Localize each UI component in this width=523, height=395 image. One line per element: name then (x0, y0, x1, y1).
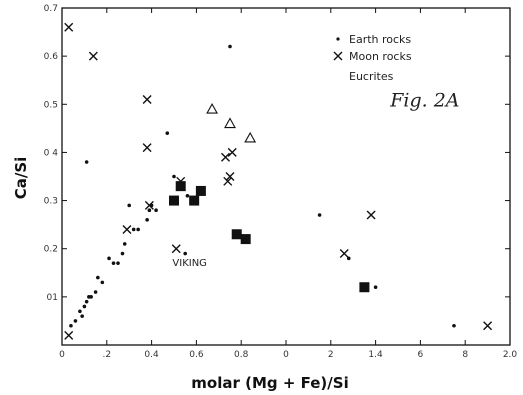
x-tick-label: 0.6 (189, 350, 204, 360)
data-point-earth-rocks (80, 314, 84, 318)
data-point-moon-rocks (144, 200, 154, 210)
legend: Earth rocks Moon rocks Eucrites (333, 33, 412, 83)
data-point-moon-rocks (64, 22, 74, 32)
legend-label-earth-rocks: Earth rocks (349, 33, 411, 46)
data-point-earth-rocks (78, 309, 82, 314)
data-point-earth-rocks (120, 251, 125, 256)
data-point-moon-rocks (221, 152, 231, 162)
y-axis-label: Ca/Si (12, 157, 30, 200)
x-tick-label: .2 (103, 350, 112, 360)
y-tick-label: 0.5 (44, 100, 58, 110)
legend-label-eucrites: Eucrites (349, 70, 394, 83)
data-point-earth-rocks (131, 227, 136, 232)
data-point-earth-rocks (145, 218, 149, 222)
y-tick-label: 0.7 (44, 4, 58, 14)
data-point-squares (231, 229, 242, 240)
data-point-squares (189, 195, 200, 206)
data-point-earth-rocks (96, 275, 100, 280)
data-point-moon-rocks (142, 94, 152, 104)
data-point-moon-rocks (142, 143, 152, 153)
data-point-eucrites (224, 117, 236, 129)
x-axis-label: molar (Mg + Fe)/Si (191, 374, 348, 392)
data-point-earth-rocks (122, 242, 127, 246)
data-point-moon-rocks (483, 321, 493, 331)
x-tick-label: 0 (283, 350, 289, 360)
data-point-earth-rocks (84, 160, 89, 164)
legend-marker-moon-rocks (333, 51, 343, 61)
x-tick-label: 6 (418, 350, 424, 360)
y-tick-label: 0.2 (44, 245, 58, 255)
figure-annotation: Fig. 2A (389, 90, 459, 112)
y-tick-label: 0 4 (44, 148, 59, 158)
data-point-earth-rocks (127, 203, 131, 208)
legend-label-moon-rocks: Moon rocks (349, 50, 412, 63)
data-point-earth-rocks (82, 304, 87, 309)
x-tick-label: 1.4 (368, 350, 383, 360)
plot-frame (61, 7, 511, 346)
data-point-moon-rocks (64, 330, 74, 340)
data-point-eucrites (206, 102, 219, 114)
data-point-moon-rocks (122, 224, 132, 234)
data-point-moon-rocks (171, 244, 181, 254)
y-tick-label: 0.3 (44, 197, 58, 207)
data-point-squares (169, 195, 179, 206)
y-tick-label: 0.6 (44, 52, 59, 62)
data-point-squares (175, 181, 186, 192)
data-point-earth-rocks (69, 323, 73, 328)
data-point-earth-rocks (154, 208, 158, 212)
data-point-earth-rocks (183, 251, 187, 256)
data-point-earth-rocks (116, 261, 120, 265)
x-tick-label: 2 (328, 350, 334, 360)
data-point-squares (195, 185, 206, 196)
data-point-earth-rocks (185, 193, 190, 198)
data-point-earth-rocks (136, 227, 140, 232)
data-point-earth-rocks (373, 285, 378, 290)
data-point-moon-rocks (366, 210, 376, 220)
x-tick-label: 8 (462, 350, 468, 360)
data-point-moon-rocks (223, 176, 233, 186)
data-point-earth-rocks (100, 280, 105, 285)
x-tick-label: 0.8 (234, 350, 249, 360)
data-point-earth-rocks (452, 323, 456, 328)
data-point-squares (240, 234, 251, 245)
x-tick-label: 2.0 (503, 350, 518, 360)
viking-annotation: VIKING (172, 258, 207, 269)
data-point-earth-rocks (228, 44, 232, 49)
data-point-squares (359, 282, 370, 293)
data-point-earth-rocks (89, 295, 93, 299)
x-tick-label: 0.4 (144, 350, 159, 360)
data-point-earth-rocks (107, 256, 111, 261)
data-point-earth-rocks (93, 290, 98, 294)
x-tick-label: 0 (59, 350, 65, 360)
data-point-moon-rocks (227, 147, 237, 157)
data-point-earth-rocks (73, 319, 78, 323)
data-point-earth-rocks (172, 174, 176, 179)
data-point-earth-rocks (84, 299, 89, 304)
data-point-moon-rocks (225, 172, 235, 181)
y-tick-label: 01 (47, 293, 58, 303)
data-point-eucrites (244, 131, 257, 143)
data-point-moon-rocks (88, 51, 98, 61)
data-point-moon-rocks (339, 249, 349, 259)
data-point-earth-rocks (317, 213, 322, 217)
legend-marker-earth-rocks (336, 37, 340, 41)
data-point-earth-rocks (147, 208, 152, 212)
data-point-earth-rocks (111, 261, 116, 265)
data-point-earth-rocks (165, 131, 170, 135)
